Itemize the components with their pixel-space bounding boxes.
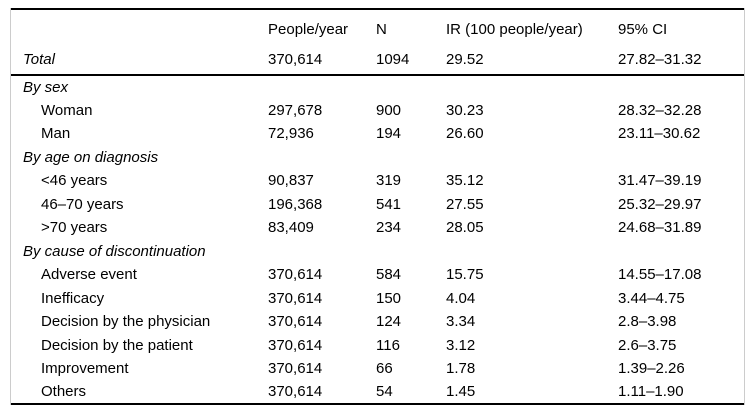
cell-people-year: 297,678 <box>268 101 323 119</box>
data-table: People/year N IR (100 people/year) 95% C… <box>11 8 744 405</box>
row-label: Total <box>11 45 268 76</box>
row-label: By sex <box>23 78 69 96</box>
cell-n: 319 <box>376 172 402 190</box>
row-label: Improvement <box>41 360 129 378</box>
cell-n: 234 <box>376 219 402 237</box>
incidence-rate-table: People/year N IR (100 people/year) 95% C… <box>10 8 745 405</box>
cell-people-year: 370,614 <box>268 45 376 76</box>
section-row: By sex <box>11 75 744 99</box>
cell-n: 116 <box>376 336 400 354</box>
cell-ir: 26.60 <box>446 125 484 143</box>
table-row: Decision by the patient 370,614 116 3.12 2.6… <box>11 334 744 358</box>
cell-ir: 27.55 <box>446 195 484 213</box>
cell-people-year: 370,614 <box>268 383 323 401</box>
cell-people-year <box>268 146 376 170</box>
row-label: Woman <box>41 101 93 119</box>
cell-people-year: 370,614 <box>268 336 323 354</box>
cell-n <box>376 240 446 264</box>
cell-ir <box>446 240 618 264</box>
cell-ir: 28.05 <box>446 219 484 237</box>
section-row: Total 370,614 1094 29.52 27.82–31.32 <box>11 45 744 76</box>
cell-ci: 31.47–39.19 <box>618 172 702 190</box>
row-label: Man <box>41 125 71 143</box>
cell-ci: 14.55–17.08 <box>618 266 702 284</box>
cell-people-year: 72,936 <box>268 125 314 143</box>
row-label: By cause of discontinuation <box>23 242 206 260</box>
cell-ir: 29.52 <box>446 45 618 76</box>
section-row: By age on diagnosis <box>11 146 744 170</box>
cell-n <box>376 75 446 99</box>
row-label: By age on diagnosis <box>23 148 159 166</box>
row-label: Decision by the physician <box>41 313 211 331</box>
table-row: Decision by the physician 370,614 124 3.34 2… <box>11 310 744 334</box>
column-header-n: N <box>376 21 387 38</box>
cell-n: 124 <box>376 313 402 331</box>
cell-ci: 1.11–1.90 <box>618 383 684 401</box>
cell-ir: 1.78 <box>446 360 476 378</box>
table-row: >70 years 83,409 234 28.05 24.68–31.89 <box>11 216 744 240</box>
cell-people-year: 370,614 <box>268 313 323 331</box>
column-header-empty <box>11 9 268 45</box>
cell-ir: 4.04 <box>446 289 476 307</box>
cell-ir: 30.23 <box>446 101 484 119</box>
section-row: By cause of discontinuation <box>11 240 744 264</box>
cell-ci: 2.8–3.98 <box>618 313 677 331</box>
cell-ci <box>618 146 744 170</box>
row-label: <46 years <box>41 172 108 190</box>
table-row: Woman 297,678 900 30.23 28.32–32.28 <box>11 99 744 123</box>
cell-people-year <box>268 75 376 99</box>
table-row: Improvement 370,614 66 1.78 1.39–2.26 <box>11 357 744 381</box>
column-header-ir: IR (100 people/year) <box>446 21 583 38</box>
cell-n: 1094 <box>376 45 446 76</box>
table-header-row: People/year N IR (100 people/year) 95% C… <box>11 9 744 45</box>
cell-n: 150 <box>376 289 402 307</box>
cell-ir: 3.34 <box>446 313 476 331</box>
cell-n <box>376 146 446 170</box>
cell-ci: 24.68–31.89 <box>618 219 702 237</box>
cell-ir <box>446 146 618 170</box>
cell-people-year: 370,614 <box>268 289 323 307</box>
cell-n: 541 <box>376 195 402 213</box>
column-header-ci: 95% CI <box>618 21 668 38</box>
row-label: 46–70 years <box>41 195 124 213</box>
cell-ci <box>618 75 744 99</box>
row-label: Adverse event <box>41 266 137 284</box>
cell-ci: 25.32–29.97 <box>618 195 702 213</box>
cell-people-year: 370,614 <box>268 266 323 284</box>
cell-ci: 2.6–3.75 <box>618 336 677 354</box>
cell-people-year: 370,614 <box>268 360 323 378</box>
cell-ci: 23.11–30.62 <box>618 125 701 143</box>
row-label: Decision by the patient <box>41 336 193 354</box>
table-row: <46 years 90,837 319 35.12 31.47–39.19 <box>11 169 744 193</box>
cell-people-year: 83,409 <box>268 219 314 237</box>
table-row: Inefficacy 370,614 150 4.04 3.44–4.75 <box>11 287 744 311</box>
cell-ir <box>446 75 618 99</box>
cell-n: 194 <box>376 125 402 143</box>
cell-ci <box>618 240 744 264</box>
cell-n: 584 <box>376 266 402 284</box>
cell-n: 66 <box>376 360 393 378</box>
cell-ir: 1.45 <box>446 383 476 401</box>
row-label: >70 years <box>41 219 108 237</box>
cell-ci: 1.39–2.26 <box>618 360 685 378</box>
cell-ci: 28.32–32.28 <box>618 101 702 119</box>
cell-ci: 27.82–31.32 <box>618 45 744 76</box>
cell-people-year: 196,368 <box>268 195 323 213</box>
table-row: Man 72,936 194 26.60 23.11–30.62 <box>11 122 744 146</box>
table-row: Adverse event 370,614 584 15.75 14.55–17.08 <box>11 263 744 287</box>
cell-people-year: 90,837 <box>268 172 314 190</box>
row-label: Inefficacy <box>41 289 105 307</box>
cell-ir: 15.75 <box>446 266 484 284</box>
table-row: 46–70 years 196,368 541 27.55 25.32–29.97 <box>11 193 744 217</box>
cell-ci: 3.44–4.75 <box>618 289 685 307</box>
cell-ir: 35.12 <box>446 172 484 190</box>
cell-n: 900 <box>376 101 402 119</box>
row-label: Others <box>41 383 87 401</box>
cell-n: 54 <box>376 383 393 401</box>
table-row: Others 370,614 54 1.45 1.11–1.90 <box>11 381 744 405</box>
column-header-people-year: People/year <box>268 21 349 38</box>
cell-ir: 3.12 <box>446 336 476 354</box>
cell-people-year <box>268 240 376 264</box>
